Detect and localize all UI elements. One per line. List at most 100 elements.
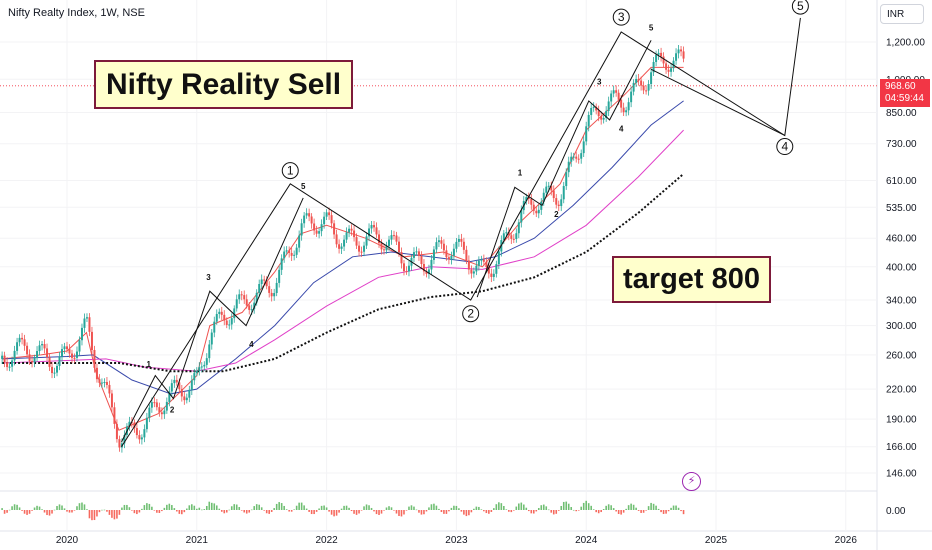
oscillator-bar	[625, 508, 627, 510]
candle-body	[477, 260, 480, 266]
candle-body	[605, 110, 608, 118]
oscillator-bar	[58, 504, 61, 510]
oscillator-bar	[430, 504, 433, 510]
candle-body	[647, 84, 650, 91]
oscillator-bar	[537, 507, 540, 510]
oscillator-bar	[71, 510, 73, 513]
wave-label-minor: 5	[301, 182, 306, 191]
oscillator-bar	[173, 508, 176, 510]
oscillator-bar	[677, 507, 680, 510]
candle-body	[597, 110, 600, 117]
oscillator-bar	[363, 506, 365, 510]
candle-body	[188, 389, 191, 398]
currency-selector[interactable]: INR	[880, 4, 924, 24]
oscillator-bar	[350, 510, 353, 512]
oscillator-bar	[295, 505, 298, 510]
oscillator-bar	[415, 509, 418, 511]
oscillator-bar	[210, 502, 213, 510]
candle-body	[338, 244, 341, 249]
candle-body	[640, 80, 643, 86]
oscillator-bar	[522, 504, 525, 510]
y-tick-label: 1,200.00	[886, 38, 925, 49]
oscillator-bar	[26, 510, 28, 515]
wave-label-minor: 4	[619, 124, 624, 133]
candle-body	[3, 355, 6, 363]
oscillator-bar	[557, 510, 560, 511]
oscillator-bar	[655, 505, 657, 510]
oscillator-bar	[240, 510, 243, 511]
candle-body	[128, 421, 131, 427]
oscillator-bar	[582, 502, 585, 510]
candle-body	[435, 242, 438, 250]
oscillator-bar	[460, 510, 463, 512]
candle-body	[390, 235, 393, 240]
y-tick-label: 190.00	[886, 415, 917, 426]
y-tick-label: 535.00	[886, 203, 917, 214]
candle-body	[285, 250, 288, 252]
y-tick-label: 850.00	[886, 108, 917, 119]
candle-body	[255, 292, 258, 303]
candle-body	[16, 342, 19, 351]
candle-body	[388, 239, 391, 247]
candle-body	[323, 216, 326, 225]
candle-body	[615, 90, 618, 93]
candle-body	[545, 186, 548, 193]
oscillator-bar	[368, 505, 370, 510]
candle-body	[587, 114, 590, 127]
candle-body	[83, 318, 86, 328]
y-tick-label: 260.00	[886, 350, 917, 361]
wave-label-minor: 5	[649, 23, 654, 32]
candle-body	[115, 423, 118, 440]
y-tick-label: 146.00	[886, 469, 917, 480]
oscillator-bar	[248, 510, 251, 513]
candle-body	[33, 358, 36, 363]
oscillator-bar	[605, 505, 607, 510]
flash-icon[interactable]: ⚡	[682, 472, 701, 491]
candle-body	[270, 292, 273, 297]
oscillator-bar	[577, 510, 580, 511]
oscillator-bar	[610, 505, 612, 510]
oscillator-bar	[540, 505, 543, 510]
oscillator-bar	[126, 504, 128, 510]
oscillator-bar	[520, 502, 523, 510]
target-annotation[interactable]: target 800	[612, 256, 772, 303]
candle-body	[23, 339, 26, 346]
oscillator-bar	[250, 509, 253, 511]
candle-body	[233, 308, 236, 319]
candle-body	[350, 228, 353, 231]
candle-body	[200, 366, 203, 368]
oscillator-bar	[13, 504, 16, 510]
sell-annotation[interactable]: Nifty Reality Sell	[94, 60, 354, 109]
oscillator-bar	[93, 510, 96, 521]
candle-body	[617, 92, 620, 100]
candle-body	[100, 382, 103, 384]
candle-body	[68, 349, 71, 354]
oscillator-bar	[592, 509, 595, 510]
y-tick-label: 400.00	[886, 262, 917, 273]
oscillator-bar	[395, 510, 398, 514]
oscillator-bar	[632, 504, 635, 510]
candle-body	[567, 161, 570, 173]
oscillator-bar	[627, 505, 630, 510]
candle-body	[268, 286, 271, 293]
oscillator-bar	[570, 507, 573, 510]
oscillator-bar	[547, 509, 550, 511]
oscillator-bar	[642, 510, 645, 513]
oscillator-bar	[682, 510, 685, 515]
candle-body	[577, 158, 580, 160]
candle-body	[93, 350, 96, 368]
oscillator-bar	[238, 507, 241, 510]
candle-body	[490, 273, 493, 277]
oscillator-bar	[136, 510, 138, 515]
oscillator-bar	[265, 510, 268, 514]
oscillator-bar	[178, 510, 181, 514]
candle-body	[625, 110, 628, 113]
moving-average-line-2	[2, 100, 684, 395]
oscillator-bar	[198, 507, 201, 510]
oscillator-bar	[245, 510, 248, 514]
moving-average-line-1	[2, 66, 684, 431]
oscillator-bar	[168, 503, 171, 510]
candle-body	[422, 264, 425, 272]
